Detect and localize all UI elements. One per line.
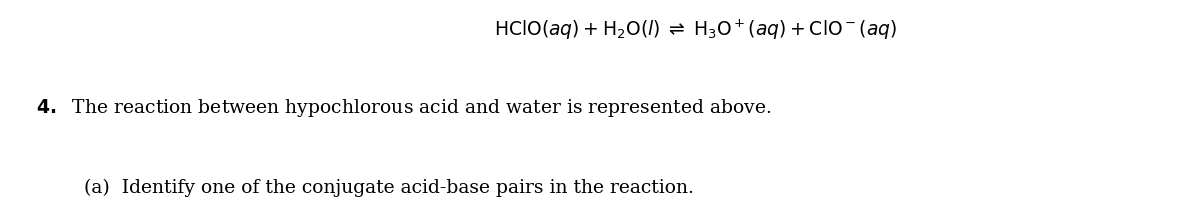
Text: (a)  Identify one of the conjugate acid-base pairs in the reaction.: (a) Identify one of the conjugate acid-b… [84,179,694,197]
Text: $\mathrm{HClO}(\mathit{aq}) + \mathrm{H_2O}(\mathit{l})\;\rightleftharpoons\;\ma: $\mathrm{HClO}(\mathit{aq}) + \mathrm{H_… [494,18,898,42]
Text: $\mathbf{4.}$  The reaction between hypochlorous acid and water is represented a: $\mathbf{4.}$ The reaction between hypoc… [36,97,772,119]
